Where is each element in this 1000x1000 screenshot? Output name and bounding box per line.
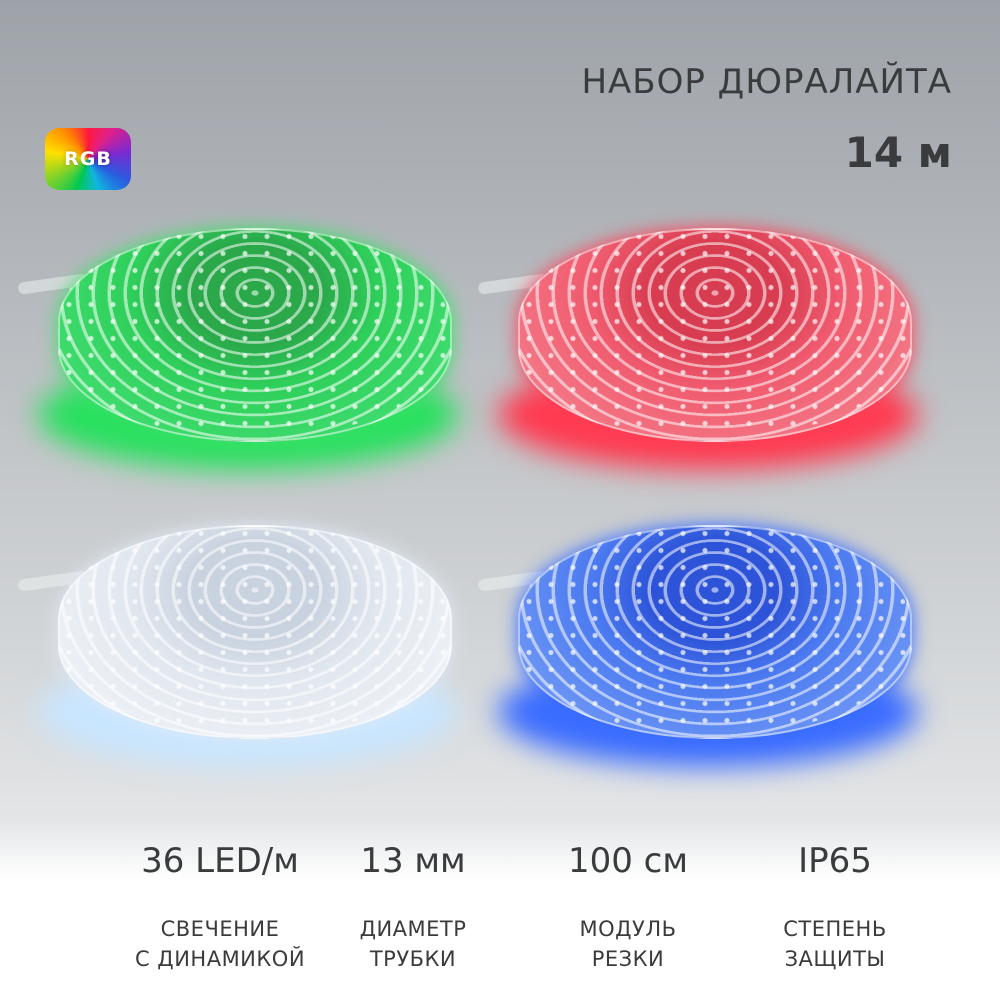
spec-label: СВЕЧЕНИЕ С ДИНАМИКОЙ bbox=[100, 914, 340, 974]
spec-protection-rating: IP65 СТЕПЕНЬ ЗАЩИТЫ bbox=[715, 838, 955, 974]
spec-label-line: МОДУЛЬ bbox=[579, 917, 677, 941]
led-dots bbox=[518, 228, 908, 438]
led-dots bbox=[518, 525, 908, 735]
spec-label-line: ДИАМЕТР bbox=[359, 917, 467, 941]
product-title: НАБОР ДЮРАЛАЙТА bbox=[581, 62, 952, 102]
spec-cut-module: 100 см МОДУЛЬ РЕЗКИ bbox=[508, 838, 748, 974]
specs-row: 36 LED/м СВЕЧЕНИЕ С ДИНАМИКОЙ 13 мм ДИАМ… bbox=[0, 838, 1000, 1000]
spec-label-line: С ДИНАМИКОЙ bbox=[134, 947, 306, 971]
led-coil-white bbox=[17, 525, 458, 767]
led-dots bbox=[58, 228, 448, 438]
spec-label-line: РЕЗКИ bbox=[591, 947, 665, 971]
spec-label: МОДУЛЬ РЕЗКИ bbox=[508, 914, 748, 974]
spec-led-density: 36 LED/м СВЕЧЕНИЕ С ДИНАМИКОЙ bbox=[100, 838, 340, 974]
spec-label-line: ТРУБКИ bbox=[369, 947, 457, 971]
spec-value: IP65 bbox=[798, 841, 872, 881]
rgb-badge: RGB bbox=[45, 128, 131, 190]
spec-label-line: ЗАЩИТЫ bbox=[784, 947, 886, 971]
product-length: 14 м bbox=[844, 128, 952, 177]
led-coil-red bbox=[477, 228, 918, 470]
led-dots bbox=[58, 525, 448, 735]
spec-value: 13 мм bbox=[360, 841, 466, 881]
spec-label-line: СВЕЧЕНИЕ bbox=[160, 917, 280, 941]
led-coil-green bbox=[17, 228, 458, 470]
spec-value: 36 LED/м bbox=[141, 841, 299, 881]
spec-label: ДИАМЕТР ТРУБКИ bbox=[293, 914, 533, 974]
spec-label-line: СТЕПЕНЬ bbox=[783, 917, 887, 941]
spec-value: 100 см bbox=[567, 841, 689, 881]
spec-tube-diameter: 13 мм ДИАМЕТР ТРУБКИ bbox=[293, 838, 533, 974]
rgb-badge-label: RGB bbox=[64, 148, 112, 170]
spec-label: СТЕПЕНЬ ЗАЩИТЫ bbox=[715, 914, 955, 974]
led-coil-blue bbox=[477, 525, 918, 767]
